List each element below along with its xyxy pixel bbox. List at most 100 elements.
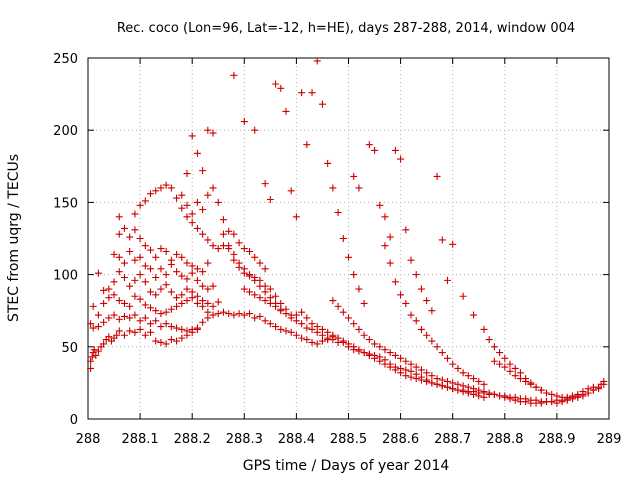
data-point-marker — [360, 331, 368, 339]
data-point-marker — [329, 184, 337, 192]
data-point-marker — [569, 392, 577, 400]
data-point-marker — [131, 328, 139, 336]
data-point-marker — [339, 235, 347, 242]
data-point-marker — [402, 226, 410, 234]
data-point-marker — [313, 323, 321, 331]
y-tick-labels: 0 50 100 150 200 250 — [53, 52, 78, 428]
data-point-marker — [193, 265, 201, 273]
data-point-marker — [162, 340, 170, 348]
data-point-marker — [183, 297, 191, 305]
data-point-marker — [292, 213, 300, 221]
data-point-marker — [470, 311, 478, 319]
data-point-marker — [152, 337, 160, 345]
data-point-marker — [147, 190, 155, 198]
data-point-marker — [188, 210, 196, 218]
data-point-marker — [152, 317, 160, 325]
data-point-marker — [141, 331, 149, 339]
data-point-marker — [204, 308, 212, 316]
data-point-marker — [292, 331, 300, 339]
data-point-marker — [136, 317, 144, 325]
data-point-marker — [350, 172, 358, 180]
data-point-marker — [365, 141, 373, 149]
data-point-marker — [308, 89, 316, 97]
data-point-marker — [386, 233, 394, 241]
data-point-marker — [537, 386, 545, 394]
data-point-marker — [251, 314, 259, 322]
data-point-marker — [417, 285, 425, 293]
data-point-marker — [407, 311, 415, 319]
data-point-marker — [443, 383, 451, 391]
x-tick-label: 288.4 — [278, 432, 315, 447]
data-point-marker — [449, 240, 457, 248]
data-point-marker — [105, 294, 113, 302]
data-point-marker — [110, 278, 118, 286]
data-point-marker — [100, 318, 108, 326]
data-point-marker — [173, 337, 181, 345]
data-point-marker — [496, 392, 504, 400]
data-point-marker — [329, 297, 337, 305]
data-point-marker — [94, 323, 102, 331]
data-point-marker — [272, 292, 280, 300]
data-point-marker — [480, 380, 488, 388]
data-point-marker — [120, 299, 128, 307]
data-point-marker — [272, 302, 280, 310]
y-tick-label: 100 — [53, 269, 78, 284]
data-point-marker — [240, 269, 248, 277]
data-point-marker — [449, 360, 457, 368]
data-point-marker — [199, 206, 207, 214]
data-point-marker — [355, 325, 363, 333]
data-point-marker — [417, 376, 425, 384]
data-point-marker — [178, 272, 186, 280]
data-point-marker — [407, 373, 415, 381]
data-point-marker — [501, 393, 509, 401]
data-point-marker — [110, 291, 118, 299]
data-point-marker — [126, 314, 134, 322]
data-point-marker — [219, 230, 227, 238]
data-point-marker — [548, 398, 556, 406]
y-tick-label: 0 — [70, 413, 78, 428]
data-point-marker — [100, 286, 108, 294]
data-point-marker — [511, 396, 519, 404]
data-point-marker — [105, 314, 113, 322]
data-point-marker — [324, 159, 332, 167]
data-point-marker — [167, 256, 175, 264]
data-point-marker — [397, 369, 405, 377]
x-tick-label: 288.7 — [434, 432, 471, 447]
data-point-marker — [412, 317, 420, 325]
data-point-marker — [183, 170, 191, 178]
data-point-marker — [141, 314, 149, 322]
data-point-marker — [397, 155, 405, 163]
data-point-marker — [256, 294, 264, 302]
data-point-marker — [386, 363, 394, 371]
data-point-marker — [350, 320, 358, 328]
data-point-marker — [162, 247, 170, 255]
data-point-marker — [261, 180, 269, 188]
data-point-marker — [136, 253, 144, 261]
y-tick-label: 250 — [53, 52, 78, 67]
data-point-marker — [511, 372, 519, 380]
data-point-marker — [240, 118, 248, 126]
data-point-marker — [141, 301, 149, 309]
data-point-marker — [574, 390, 582, 398]
data-point-marker — [136, 235, 144, 242]
data-point-marker — [167, 323, 175, 331]
data-point-marker — [371, 340, 379, 348]
data-point-marker — [214, 310, 222, 318]
data-point-marker — [391, 366, 399, 374]
data-point-marker — [506, 395, 514, 403]
data-point-marker — [318, 100, 326, 108]
data-point-marker — [157, 265, 165, 273]
data-point-marker — [115, 213, 123, 221]
data-point-marker — [240, 285, 248, 293]
data-point-marker — [428, 372, 436, 380]
data-point-marker — [516, 375, 524, 383]
data-point-marker — [506, 360, 514, 368]
data-point-marker — [376, 343, 384, 351]
data-point-marker — [120, 312, 128, 320]
x-tick-labels: 288 288.1 288.2 288.3 288.4 288.5 288.6 288.7 28… — [76, 432, 622, 447]
y-tick-label: 50 — [61, 341, 78, 356]
data-point-marker — [157, 245, 165, 253]
data-point-marker — [173, 294, 181, 302]
data-point-marker — [183, 213, 191, 221]
